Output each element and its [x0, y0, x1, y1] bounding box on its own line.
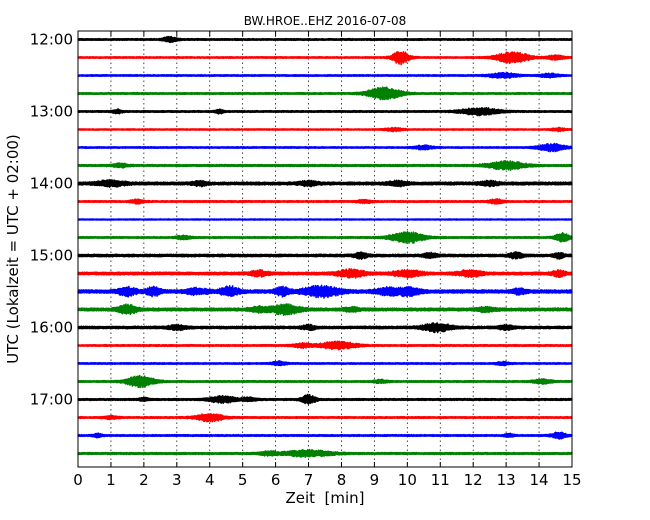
seismogram-trace: [77, 160, 573, 171]
x-tick-label: 11: [431, 471, 450, 489]
y-tick-label: 13:00: [30, 103, 73, 121]
seismogram-trace: [77, 284, 573, 299]
x-tick-label: 9: [370, 471, 380, 489]
x-tick-label: 2: [139, 471, 149, 489]
chart-title: BW.HROE..EHZ 2016-07-08: [244, 14, 407, 28]
y-tick-label: 15:00: [30, 247, 73, 265]
trace-layer: [77, 35, 573, 459]
seismogram-trace: [77, 126, 573, 133]
y-tick-label: 14:00: [30, 175, 73, 193]
seismogram-trace: [77, 106, 573, 117]
seismogram-trace: [77, 251, 573, 260]
y-axis: 12:00 13:00 14:00 15:00 16:00 17:00: [30, 31, 572, 409]
x-tick-label: 15: [562, 471, 581, 489]
x-tick-label: 7: [304, 471, 314, 489]
x-tick-label: 1: [106, 471, 116, 489]
x-tick-label: 3: [172, 471, 182, 489]
seismogram-trace: [77, 448, 573, 459]
seismogram-trace: [77, 142, 573, 153]
seismogram-trace: [77, 412, 573, 423]
seismogram-trace: [77, 393, 573, 405]
x-tick-label: 12: [464, 471, 483, 489]
y-tick-label: 16:00: [30, 319, 73, 337]
x-tick-label: 10: [398, 471, 417, 489]
x-tick-label: 5: [238, 471, 248, 489]
x-tick-label: 13: [497, 471, 516, 489]
seismogram-trace: [77, 86, 573, 101]
grid-layer: [110, 31, 540, 467]
y-tick-label: 17:00: [30, 391, 73, 409]
seismogram-trace: [77, 360, 573, 367]
seismogram-trace: [77, 322, 573, 334]
x-tick-label: 4: [205, 471, 215, 489]
seismogram-trace: [77, 431, 573, 440]
seismogram-trace: [77, 71, 573, 79]
x-tick-label: 14: [530, 471, 549, 489]
x-tick-label: 8: [337, 471, 347, 489]
y-tick-label: 12:00: [30, 31, 73, 49]
seismogram-trace: [77, 50, 573, 66]
seismogram-trace: [77, 230, 573, 244]
seismogram-trace: [77, 303, 573, 316]
y-axis-label: UTC (Lokalzeit = UTC + 02:00): [4, 134, 22, 364]
seismogram-trace: [77, 218, 573, 221]
x-tick-label: 0: [73, 471, 83, 489]
x-tick-label: 6: [271, 471, 281, 489]
plot-frame: [77, 30, 573, 468]
seismogram-trace: [77, 198, 573, 205]
seismogram-trace: [77, 340, 573, 351]
seismogram-trace: [77, 178, 573, 188]
seismogram-trace: [77, 268, 573, 279]
seismogram-trace: [77, 35, 573, 44]
seismogram-trace: [77, 374, 573, 389]
x-axis: 0 1 2 3 4 5 6 7 8 9 10 11 12 13 14 15: [73, 31, 582, 489]
x-axis-label: Zeit [min]: [285, 489, 364, 507]
